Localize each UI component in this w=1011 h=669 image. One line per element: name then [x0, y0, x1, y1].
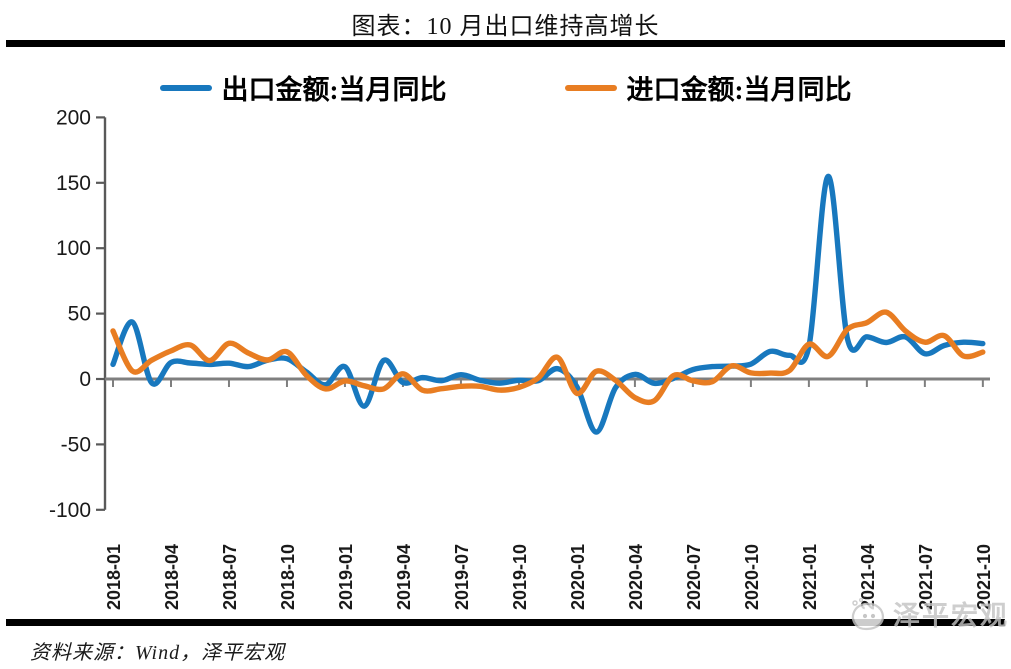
- export-line-swatch: [159, 84, 212, 91]
- legend-item-import: 进口金额:当月同比: [564, 68, 852, 107]
- x-axis-label: 2021-04: [858, 544, 878, 610]
- x-axis-label: 2020-04: [626, 544, 646, 610]
- x-axis-label: 2021-07: [916, 544, 936, 610]
- chart-svg: 200 150 100 50 0 -50 -100 2018-01 2018-04 2018-07…: [49, 106, 994, 610]
- x-axis-label: 2019-07: [452, 544, 472, 610]
- y-axis-label: 50: [68, 303, 91, 326]
- x-axis-label: 2018-01: [104, 544, 124, 610]
- export-line: [110, 173, 986, 435]
- top-divider: [6, 40, 1005, 47]
- y-axis-label: 0: [79, 368, 91, 391]
- import-line: [110, 309, 986, 406]
- chart-title: 图表：10 月出口维持高增长: [351, 14, 660, 40]
- x-axis-label: 2019-04: [394, 544, 414, 610]
- y-axis-label: 100: [56, 237, 91, 260]
- y-axis-label: -50: [61, 433, 91, 456]
- line-chart: 200 150 100 50 0 -50 -100 2018-01 2018-04 2018-07…: [0, 95, 1011, 617]
- x-axis-label: 2020-10: [742, 544, 762, 610]
- x-axis-label: 2018-10: [278, 544, 298, 610]
- bottom-divider: [6, 619, 1005, 626]
- y-axis-label: 200: [56, 106, 91, 129]
- x-axis-label: 2021-01: [800, 544, 820, 610]
- import-line-swatch: [564, 84, 617, 91]
- legend-item-export: 出口金额:当月同比: [159, 68, 447, 107]
- x-axis-label: 2018-07: [220, 544, 240, 610]
- x-axis-label: 2020-07: [684, 544, 704, 610]
- watermark-text: 泽平宏观: [893, 601, 1009, 631]
- source-note: 资料来源：Wind，泽平宏观: [30, 642, 286, 664]
- x-axis-label: 2018-04: [162, 544, 182, 610]
- legend-label-export: 出口金额:当月同比: [221, 75, 447, 105]
- legend: 出口金额:当月同比 进口金额:当月同比: [0, 68, 1011, 107]
- y-axis-label: -100: [49, 499, 91, 522]
- x-axis-label: 2019-01: [336, 544, 356, 610]
- watermark: 泽平宏观: [849, 594, 1009, 633]
- x-axis-label: 2019-10: [510, 544, 530, 610]
- y-axis-label: 150: [56, 172, 91, 195]
- x-axis-label: 2020-01: [568, 544, 588, 610]
- legend-label-import: 进口金额:当月同比: [626, 75, 852, 105]
- x-axis-label: 2021-10: [974, 544, 994, 610]
- mascot-face-icon: [851, 597, 885, 630]
